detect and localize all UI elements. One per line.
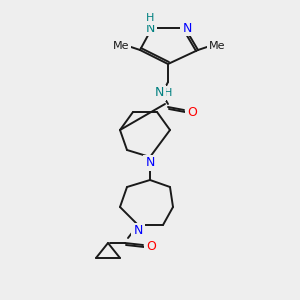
Text: H: H bbox=[146, 13, 154, 23]
Text: N: N bbox=[154, 86, 164, 100]
Text: H: H bbox=[164, 88, 172, 98]
Text: Me: Me bbox=[113, 41, 129, 51]
Text: N: N bbox=[145, 157, 155, 169]
Text: O: O bbox=[187, 106, 197, 118]
Text: Me: Me bbox=[209, 41, 225, 51]
Text: N: N bbox=[145, 22, 155, 34]
Text: O: O bbox=[146, 241, 156, 254]
Text: N: N bbox=[133, 224, 143, 238]
Text: N: N bbox=[182, 22, 192, 34]
